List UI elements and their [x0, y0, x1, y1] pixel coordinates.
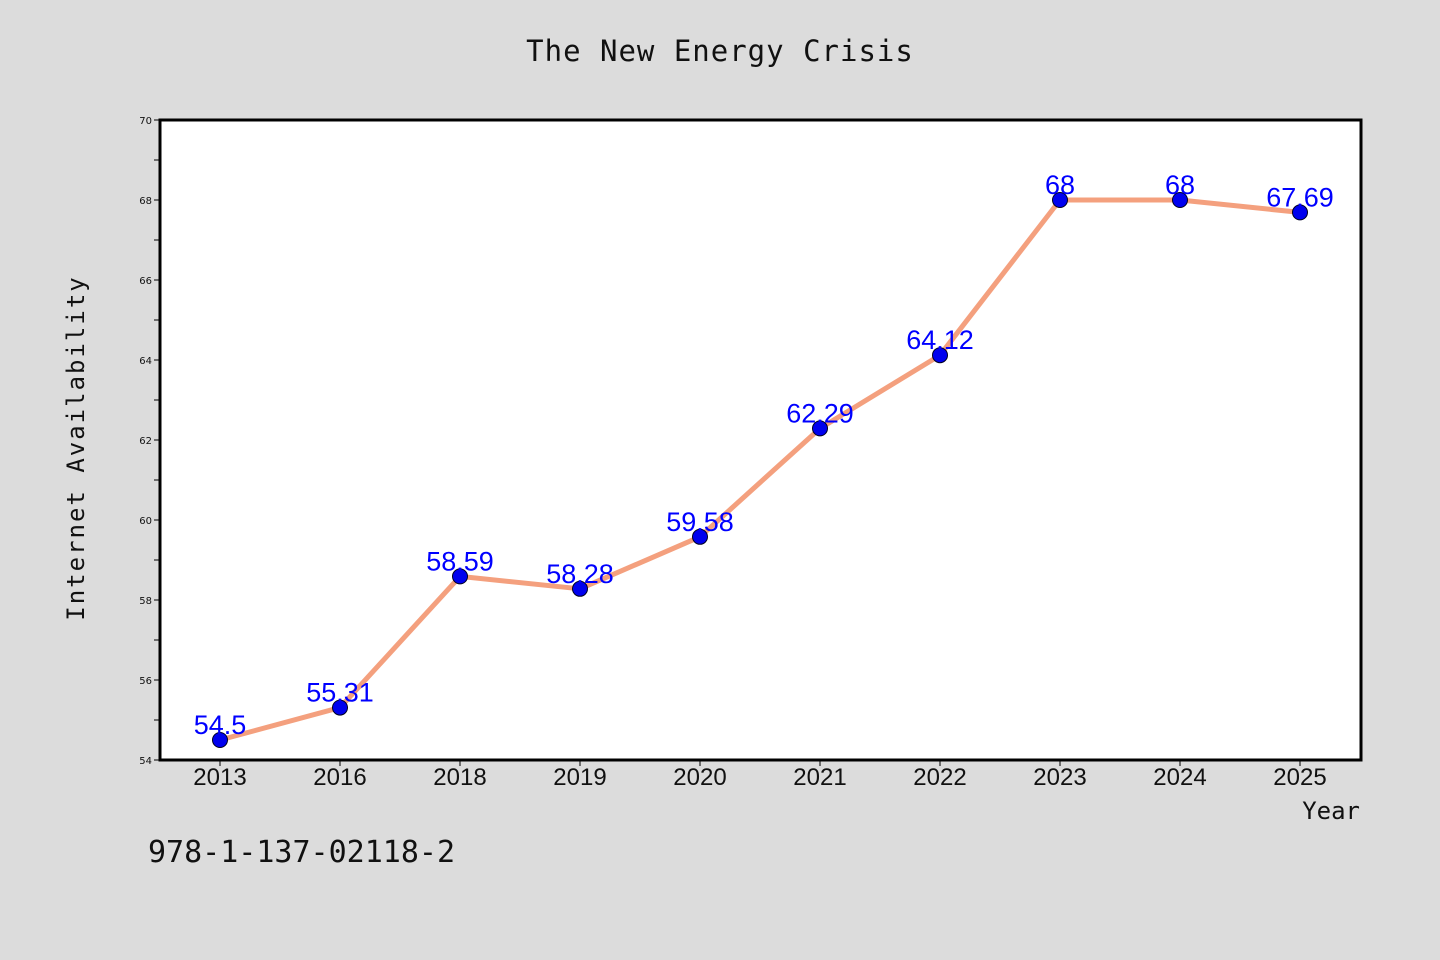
data-label: 54.5 — [194, 710, 247, 740]
y-axis-ticks: 54 56 58 60 62 64 66 68 70 — [139, 116, 160, 767]
data-label: 59.58 — [666, 507, 734, 537]
data-label: 55.31 — [306, 678, 374, 708]
data-point — [452, 568, 468, 585]
y-tick-label: 70 — [139, 116, 152, 127]
y-tick-label: 58 — [139, 596, 152, 607]
series-line-group — [217, 197, 1303, 743]
x-tick-label: 2021 — [793, 764, 846, 791]
data-label: 58.59 — [426, 546, 494, 576]
data-labels: 54.5 55.31 58.59 58.28 59.58 62.29 64.12 68 68 67… — [194, 170, 1334, 740]
data-point — [1172, 192, 1188, 208]
data-label: 58.28 — [546, 559, 614, 589]
x-axis-ticks: 2013 2016 2018 2019 2020 2021 2022 2023 2024 2025 — [193, 760, 1327, 791]
y-tick-label: 60 — [139, 516, 152, 527]
data-point — [212, 732, 228, 748]
data-label: 67.69 — [1266, 182, 1334, 212]
series-line — [217, 197, 1303, 743]
x-tick-label: 2018 — [433, 764, 486, 791]
y-tick-label: 68 — [139, 196, 152, 207]
x-tick-label: 2024 — [1153, 764, 1206, 791]
data-label: 62.29 — [786, 398, 854, 428]
data-point — [1052, 192, 1068, 208]
plot-frame — [158, 118, 1363, 762]
y-tick-label: 62 — [139, 436, 152, 447]
data-point — [572, 580, 588, 597]
data-label: 68 — [1045, 170, 1075, 200]
data-point — [1292, 204, 1308, 221]
x-tick-label: 2016 — [313, 764, 366, 791]
data-point — [812, 420, 828, 437]
x-axis-label: Year — [1302, 797, 1360, 825]
x-tick-label: 2019 — [553, 764, 606, 791]
y-tick-label: 56 — [139, 676, 152, 687]
y-tick-label: 64 — [139, 356, 152, 367]
x-tick-label: 2023 — [1033, 764, 1086, 791]
x-tick-label: 2013 — [193, 764, 246, 791]
data-point — [932, 347, 948, 364]
isbn-footnote: 978-1-137-02118-2 — [148, 835, 456, 870]
x-tick-label: 2020 — [673, 764, 726, 791]
data-point — [692, 528, 708, 545]
y-tick-label: 54 — [139, 756, 152, 767]
y-tick-label: 66 — [139, 276, 152, 287]
x-tick-label: 2025 — [1273, 764, 1326, 791]
plot-area — [160, 120, 1361, 760]
data-markers — [212, 192, 1308, 748]
chart-title: The New Energy Crisis — [526, 34, 914, 68]
x-tick-label: 2022 — [913, 764, 966, 791]
data-point — [332, 699, 348, 716]
data-label: 68 — [1165, 170, 1195, 200]
data-label: 64.12 — [906, 325, 974, 355]
